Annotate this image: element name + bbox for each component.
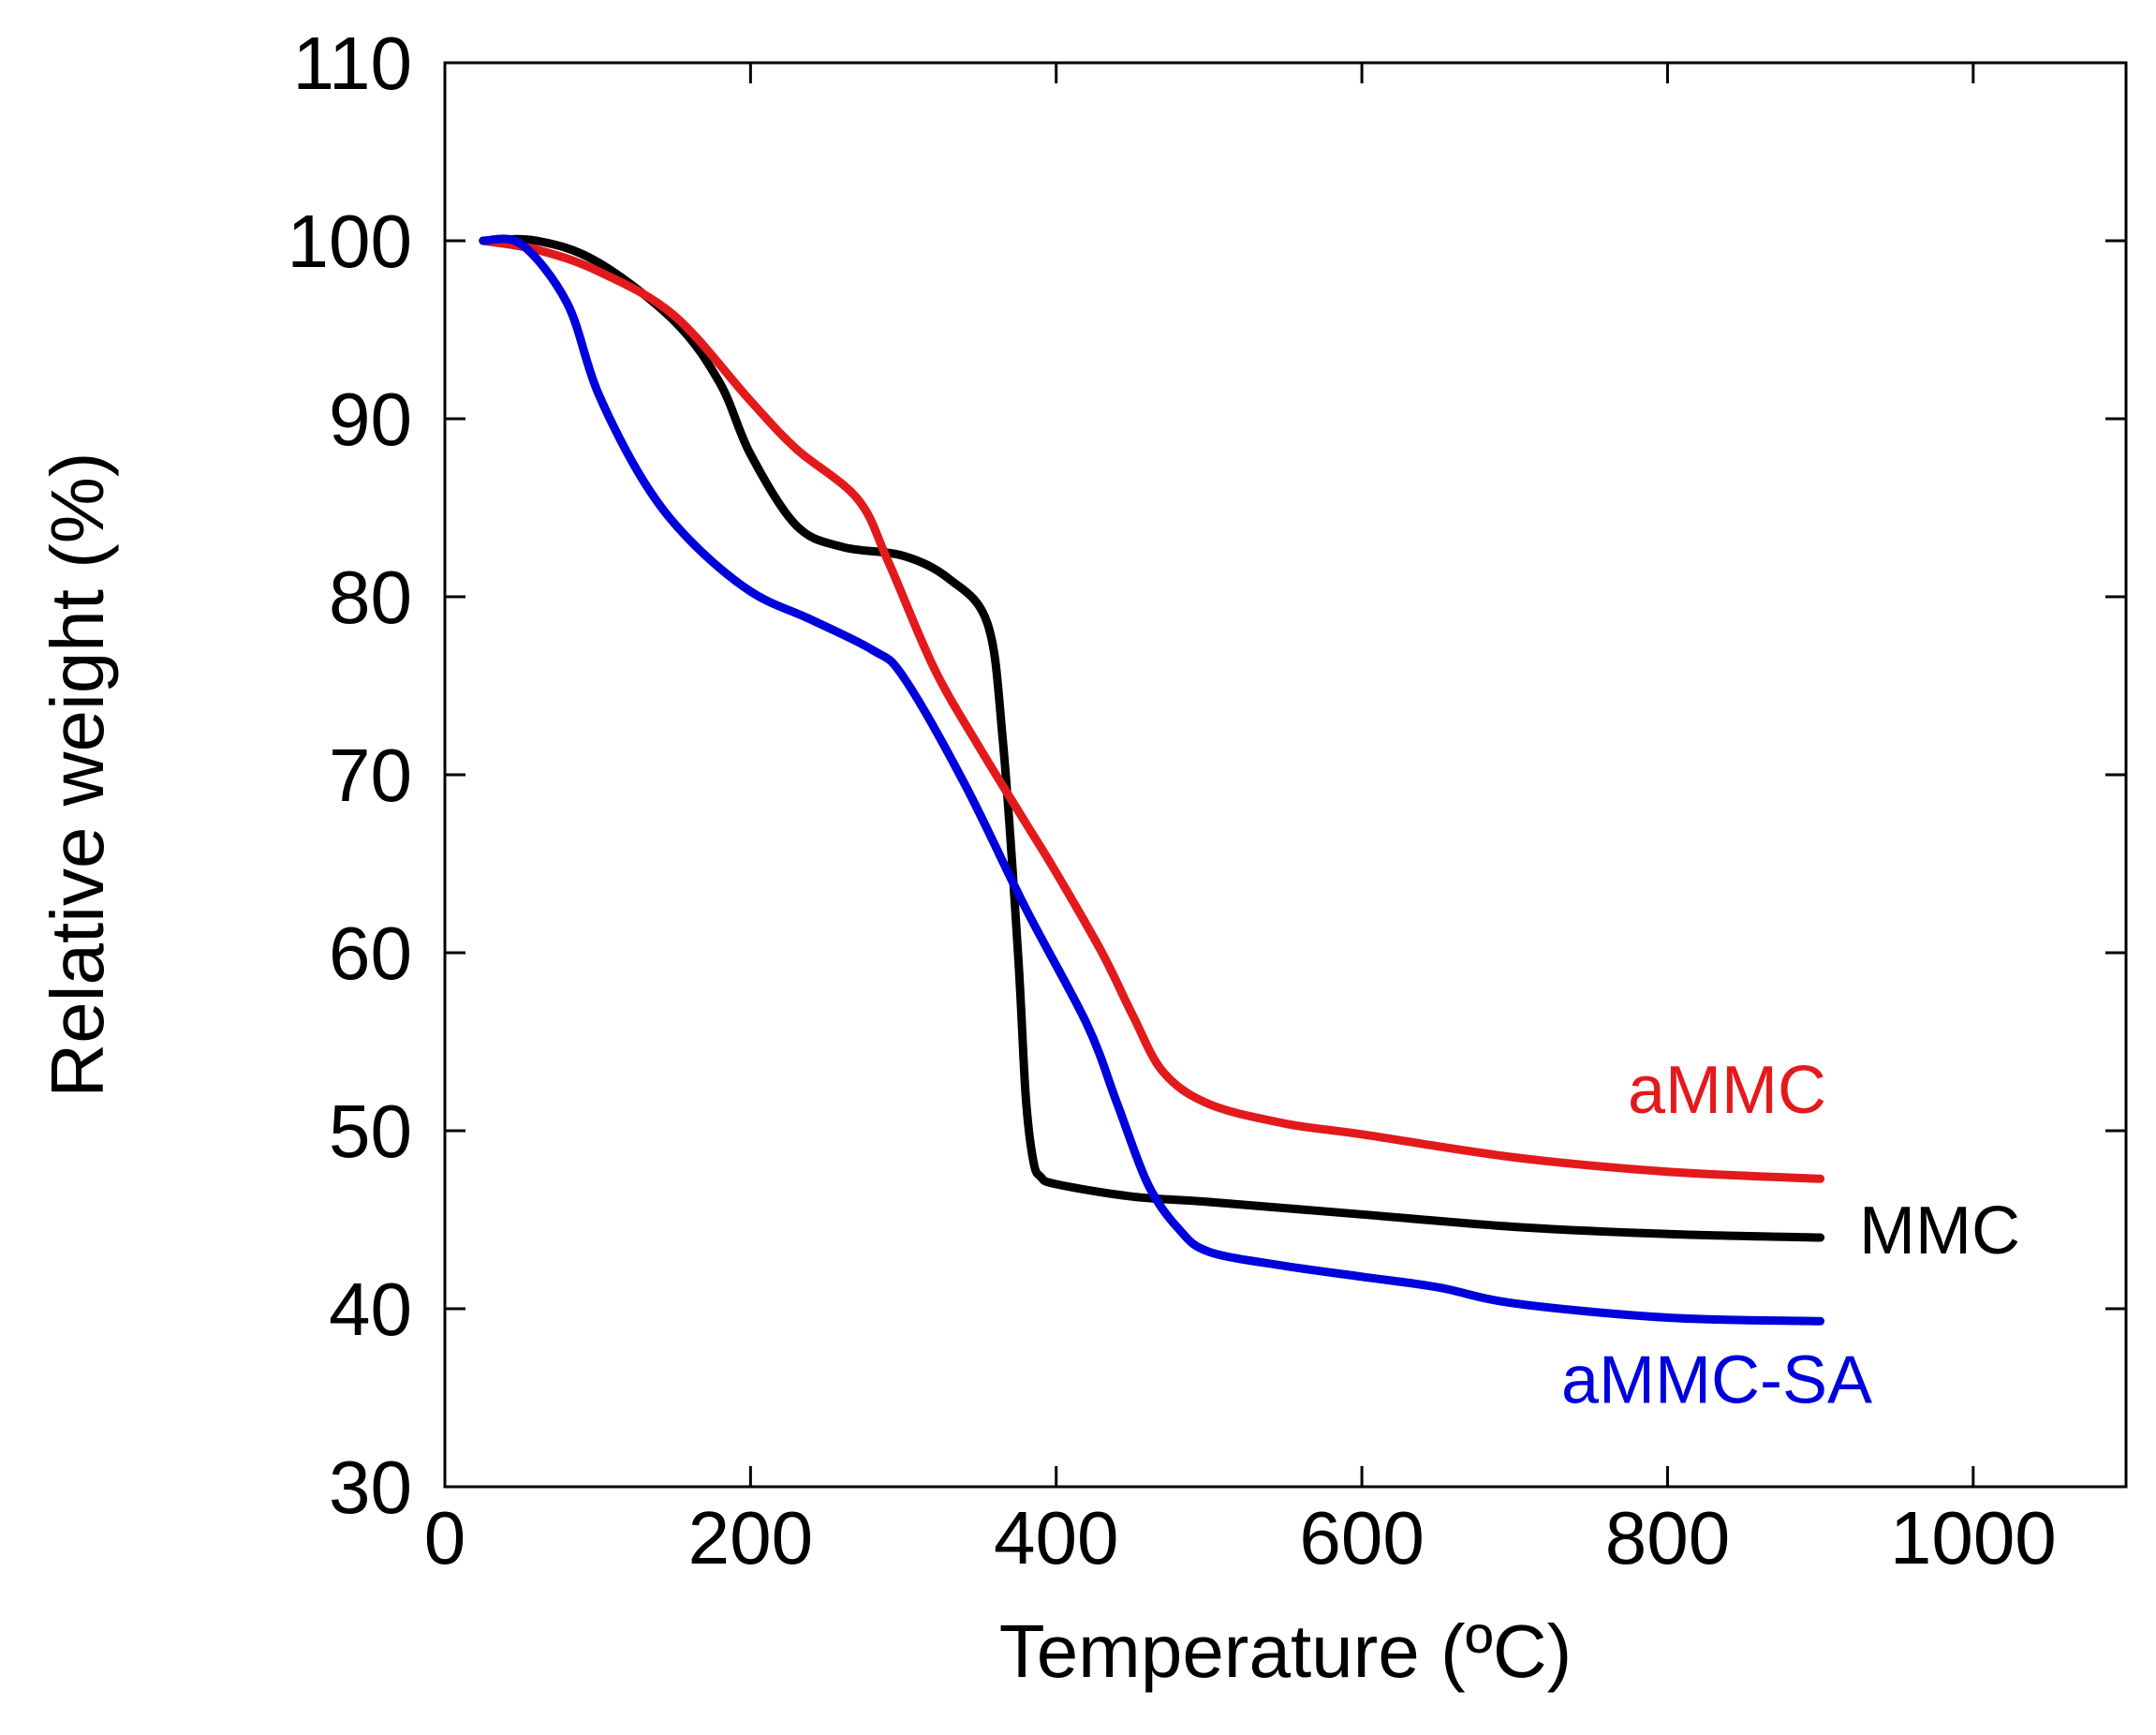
x-tick-label: 400 bbox=[994, 1496, 1118, 1579]
x-tick-label: 0 bbox=[424, 1496, 466, 1579]
x-tick-label: 600 bbox=[1299, 1496, 1424, 1579]
axes-layer: 0 200 400 600 800 1000 30 40 50 60 70 80 90 100 110 Tem… bbox=[36, 22, 2128, 1693]
y-axis-title: Relative weight (%) bbox=[36, 452, 119, 1097]
x-tick-label: 1000 bbox=[1890, 1496, 2057, 1579]
series-line-ammc bbox=[479, 236, 1825, 1183]
series-line-ammc-sa bbox=[479, 234, 1825, 1326]
plot-frame bbox=[443, 61, 2128, 1489]
y-tick-label: 100 bbox=[288, 200, 412, 283]
y-tick-label: 90 bbox=[329, 378, 412, 461]
series-layer bbox=[479, 234, 1825, 1326]
y-tick-label: 40 bbox=[329, 1268, 412, 1351]
y-tick-label: 110 bbox=[292, 22, 412, 105]
x-tick-label: 800 bbox=[1605, 1496, 1730, 1579]
y-tick-label: 70 bbox=[329, 734, 412, 817]
series-label-ammc: aMMC bbox=[1628, 1053, 1826, 1128]
y-tick-label: 50 bbox=[329, 1090, 412, 1173]
labels-layer: aMMC MMC aMMC-SA bbox=[1561, 1053, 2020, 1418]
x-axis-title: Temperature (ºC) bbox=[999, 1609, 1573, 1693]
series-label-mmc: MMC bbox=[1859, 1194, 2020, 1268]
y-tick-label: 60 bbox=[329, 912, 412, 995]
series-line-mmc bbox=[479, 234, 1825, 1242]
x-tick-label: 200 bbox=[688, 1496, 813, 1579]
y-tick-label: 80 bbox=[329, 556, 412, 639]
y-tick-label: 30 bbox=[329, 1446, 412, 1529]
series-label-ammc-sa: aMMC-SA bbox=[1561, 1343, 1872, 1418]
